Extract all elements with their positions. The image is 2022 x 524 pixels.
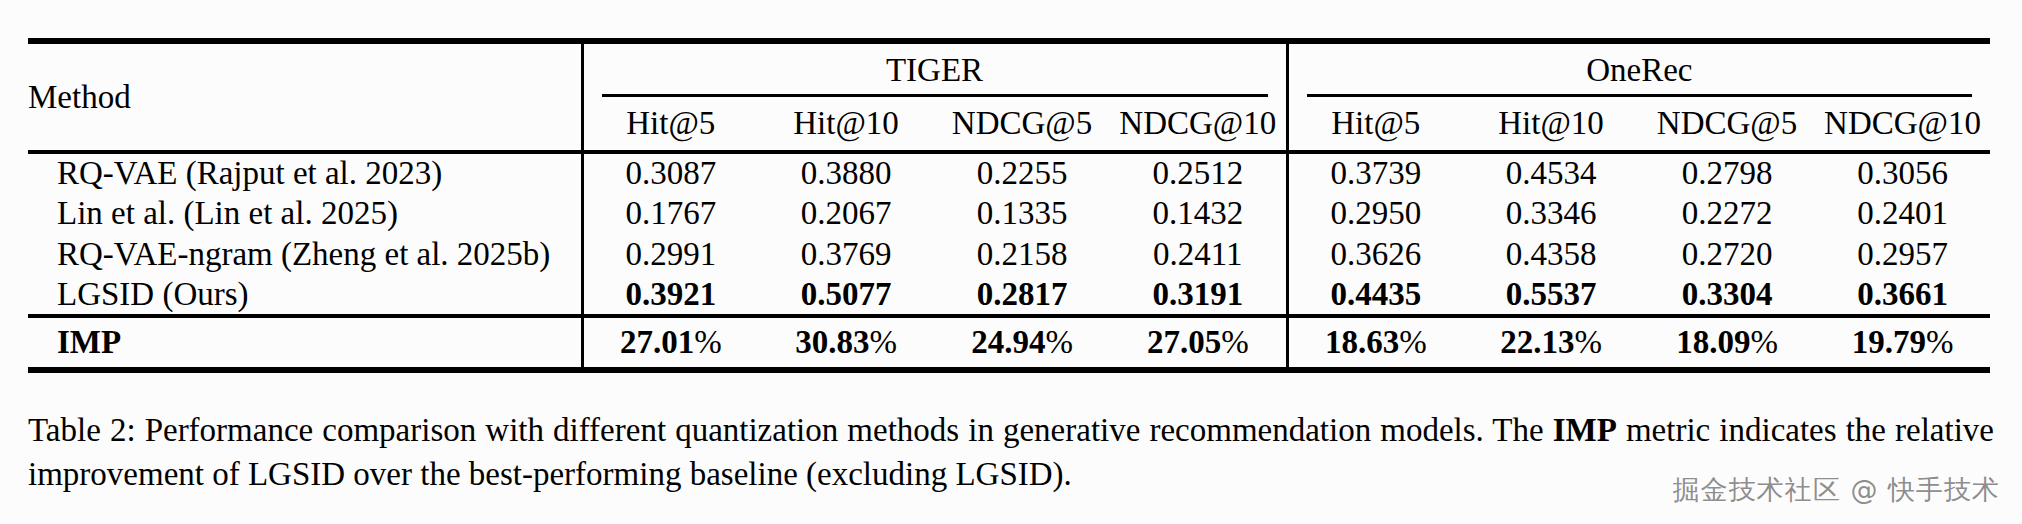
metric-cell: 0.1767: [582, 193, 758, 234]
metric-cell: 0.5537: [1463, 275, 1639, 316]
metric-cell: 0.3880: [758, 152, 934, 193]
group-header-tiger: TIGER: [582, 41, 1287, 97]
table-row: RQ-VAE (Rajput et al. 2023) 0.3087 0.388…: [28, 152, 1990, 193]
table-row: RQ-VAE-ngram (Zheng et al. 2025b) 0.2991…: [28, 234, 1990, 275]
col-header-tiger-hit5: Hit@5: [582, 97, 758, 152]
metric-cell: 0.4534: [1463, 152, 1639, 193]
metric-cell: 0.2957: [1815, 234, 1990, 275]
metric-cell: 0.3769: [758, 234, 934, 275]
metric-cell: 0.2950: [1287, 193, 1463, 234]
group-header-onerec: OneRec: [1287, 41, 1990, 97]
imp-cell: 19.79%: [1815, 316, 1990, 370]
metric-cell: 0.4435: [1287, 275, 1463, 316]
metric-cell: 0.2411: [1110, 234, 1287, 275]
metric-cell: 0.2720: [1639, 234, 1815, 275]
imp-cell: 30.83%: [758, 316, 934, 370]
imp-section: IMP 27.01% 30.83% 24.94% 27.05% 18.63% 2…: [28, 316, 1990, 370]
method-cell: LGSID (Ours): [28, 275, 582, 316]
metric-cell: 0.3661: [1815, 275, 1990, 316]
col-header-method: Method: [28, 41, 582, 152]
col-header-tiger-hit10: Hit@10: [758, 97, 934, 152]
metric-cell: 0.2272: [1639, 193, 1815, 234]
col-header-onerec-hit10: Hit@10: [1463, 97, 1639, 152]
metric-cell: 0.2817: [934, 275, 1110, 316]
imp-row: IMP 27.01% 30.83% 24.94% 27.05% 18.63% 2…: [28, 316, 1990, 370]
metric-cell: 0.5077: [758, 275, 934, 316]
col-header-onerec-ndcg10: NDCG@10: [1815, 97, 1990, 152]
paper-table-figure: Method TIGER OneRec Hit@5 Hit@10 NDCG@5 …: [0, 0, 2022, 524]
metric-cell: 0.2401: [1815, 193, 1990, 234]
caption-imp-bold: IMP: [1553, 412, 1617, 448]
watermark-text: 掘金技术社区 @ 快手技术: [1673, 472, 2000, 508]
metric-cell: 0.3739: [1287, 152, 1463, 193]
results-table: Method TIGER OneRec Hit@5 Hit@10 NDCG@5 …: [28, 38, 1990, 373]
col-header-onerec-ndcg5: NDCG@5: [1639, 97, 1815, 152]
metric-cell: 0.2512: [1110, 152, 1287, 193]
metric-cell: 0.3346: [1463, 193, 1639, 234]
metric-cell: 0.3056: [1815, 152, 1990, 193]
method-cell: RQ-VAE-ngram (Zheng et al. 2025b): [28, 234, 582, 275]
metric-cell: 0.3087: [582, 152, 758, 193]
metric-cell: 0.1335: [934, 193, 1110, 234]
table-header: Method TIGER OneRec Hit@5 Hit@10 NDCG@5 …: [28, 41, 1990, 152]
group-header-row: Method TIGER OneRec: [28, 41, 1990, 97]
imp-label: IMP: [28, 316, 582, 370]
imp-cell: 24.94%: [934, 316, 1110, 370]
col-header-onerec-hit5: Hit@5: [1287, 97, 1463, 152]
table-body: RQ-VAE (Rajput et al. 2023) 0.3087 0.388…: [28, 152, 1990, 316]
table-row-lgsid: LGSID (Ours) 0.3921 0.5077 0.2817 0.3191…: [28, 275, 1990, 316]
method-cell: RQ-VAE (Rajput et al. 2023): [28, 152, 582, 193]
caption-text-before-imp: Table 2: Performance comparison with dif…: [28, 412, 1553, 448]
method-cell: Lin et al. (Lin et al. 2025): [28, 193, 582, 234]
metric-cell: 0.2255: [934, 152, 1110, 193]
metric-cell: 0.3921: [582, 275, 758, 316]
col-header-tiger-ndcg5: NDCG@5: [934, 97, 1110, 152]
imp-cell: 18.63%: [1287, 316, 1463, 370]
metric-cell: 0.2798: [1639, 152, 1815, 193]
col-header-tiger-ndcg10: NDCG@10: [1110, 97, 1287, 152]
metric-cell: 0.2067: [758, 193, 934, 234]
imp-cell: 22.13%: [1463, 316, 1639, 370]
metric-cell: 0.2158: [934, 234, 1110, 275]
metric-cell: 0.3191: [1110, 275, 1287, 316]
imp-cell: 18.09%: [1639, 316, 1815, 370]
table-row: Lin et al. (Lin et al. 2025) 0.1767 0.20…: [28, 193, 1990, 234]
imp-cell: 27.01%: [582, 316, 758, 370]
metric-cell: 0.1432: [1110, 193, 1287, 234]
metric-cell: 0.3304: [1639, 275, 1815, 316]
metric-cell: 0.3626: [1287, 234, 1463, 275]
metric-cell: 0.4358: [1463, 234, 1639, 275]
metric-cell: 0.2991: [582, 234, 758, 275]
imp-cell: 27.05%: [1110, 316, 1287, 370]
